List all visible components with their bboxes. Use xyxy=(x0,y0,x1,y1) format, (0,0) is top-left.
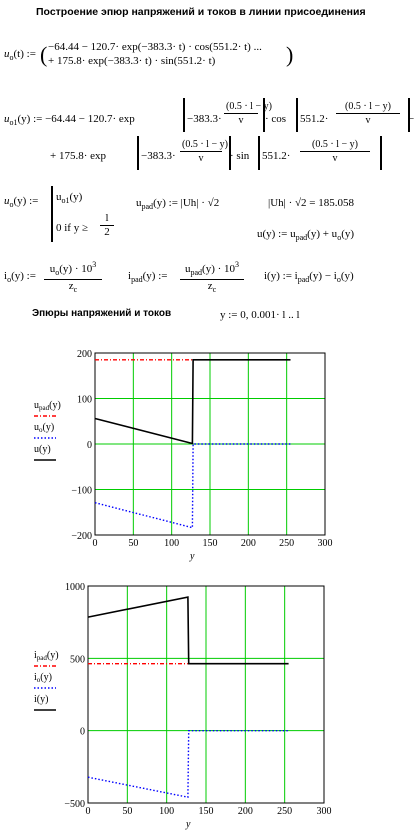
y-tick-label: 0 xyxy=(87,440,92,451)
eq2-line2-arg2: 551.2· xyxy=(262,150,291,162)
eq4-ipad-lhs: ipad(y) := xyxy=(128,270,168,284)
y-tick-label: 500 xyxy=(70,654,85,665)
eq3-upad: upad(y) := |Uh| · √2 xyxy=(136,197,220,211)
eq2-arg2: 551.2· xyxy=(300,113,329,125)
x-tick-label: 300 xyxy=(317,806,332,817)
y-tick-label: 0 xyxy=(80,727,85,738)
eq2-arg1: −383.3· xyxy=(187,113,222,125)
x-tick-label: 250 xyxy=(279,538,294,549)
piecewise-bar xyxy=(51,186,53,242)
x-axis-label: y xyxy=(189,551,195,562)
plot-frame xyxy=(94,352,326,536)
eq2-line2-frac1: (0.5 · l − y) v xyxy=(180,139,228,164)
y-tick-label: 100 xyxy=(77,395,92,406)
y-tick-label: 1000 xyxy=(65,582,85,593)
x-tick-label: 150 xyxy=(199,806,214,817)
y-tick-label: −500 xyxy=(64,799,85,810)
paren-right: ) xyxy=(286,42,294,67)
series-line-1 xyxy=(94,443,291,529)
x-tick-label: 0 xyxy=(93,538,98,549)
legend-label-2: i(y) xyxy=(34,694,48,705)
section-heading: Эпюры напряжений и токов xyxy=(32,308,172,319)
bracket-exp2 xyxy=(137,136,231,170)
series-line-2 xyxy=(87,596,289,665)
chart-current: 0 50 100 150 200 250 30010005000−500yipad(y)io… xyxy=(34,582,332,830)
x-tick-label: 50 xyxy=(122,806,132,817)
eq3-lhs: uo(y) := xyxy=(4,195,39,209)
x-tick-label: 250 xyxy=(277,806,292,817)
eq4-i-def: i(y) := ipad(y) − io(y) xyxy=(264,270,354,284)
bracket-sin xyxy=(258,136,382,170)
paren-left: ( xyxy=(40,42,48,67)
chart-voltage: 0 50 100 150 200 250 300 200 100 0 −100 −200 y upad(y… xyxy=(34,349,333,562)
legend-label-0: upad(y) xyxy=(34,400,61,412)
range-definition: y := 0, 0.001· l .. l xyxy=(220,309,300,321)
eq2-line2-frac2: (0.5 · l − y) v xyxy=(300,138,370,165)
eq3-upad-value: |Uh| · √2 = 185.058 xyxy=(268,197,355,209)
eq2-frac2: (0.5 · l − y) v xyxy=(336,100,400,127)
eq2-line2-exp: + 175.8· exp xyxy=(50,150,106,162)
y-tick-label: −200 xyxy=(71,531,92,542)
x-tick-label: 0 xyxy=(86,806,91,817)
x-tick-label: 100 xyxy=(164,538,179,549)
equation-uo-t-line1: −64.44 − 120.7· exp(−383.3· t) · cos(551… xyxy=(48,41,262,53)
legend-label-1: uo(y) xyxy=(34,422,54,434)
x-tick-label: 200 xyxy=(238,806,253,817)
eq4-io-lhs: io(y) := xyxy=(4,270,36,284)
eq2-tail: − xyxy=(408,113,415,125)
x-tick-label: 100 xyxy=(159,806,174,817)
x-tick-label: 150 xyxy=(203,538,218,549)
series-line-1 xyxy=(87,730,289,799)
x-axis-label: y xyxy=(185,819,191,830)
eq2-cos: · cos xyxy=(265,113,287,125)
eq3-case2-frac: l 2 xyxy=(100,212,114,239)
equation-uo-t-lhs: uo(t) := xyxy=(4,48,36,62)
equation-uo-t-line2: + 175.8· exp(−383.3· t) · sin(551.2· t) xyxy=(48,55,216,67)
legend-label-2: u(y) xyxy=(34,444,51,455)
eq4-io-frac: uo(y) · 103 zc xyxy=(44,258,102,296)
page-title: Построение эпюр напряжений и токов в лин… xyxy=(36,6,366,18)
series-line-2 xyxy=(94,359,291,445)
bracket-cos xyxy=(296,98,410,132)
eq2-frac1: (0.5 · l − y) v xyxy=(224,101,272,126)
bracket-exp xyxy=(183,98,265,132)
eq2-line2-arg1: −383.3· xyxy=(141,150,176,162)
y-tick-label: −100 xyxy=(71,486,92,497)
x-tick-label: 300 xyxy=(318,538,333,549)
eq3-case2: 0 if y ≥ xyxy=(56,222,89,234)
legend-label-0: ipad(y) xyxy=(34,650,59,662)
eq4-ipad-frac: upad(y) · 103 zc xyxy=(180,258,244,296)
y-tick-label: 200 xyxy=(77,349,92,360)
plot-frame xyxy=(87,585,325,804)
legend-label-1: io(y) xyxy=(34,672,52,684)
eq3-case1: uo1(y) xyxy=(56,191,83,205)
x-tick-label: 200 xyxy=(241,538,256,549)
eq3-u-def: u(y) := upad(y) + uo(y) xyxy=(257,228,355,242)
x-tick-label: 50 xyxy=(128,538,138,549)
equation-uo1-lhs: uo1(y) := −64.44 − 120.7· exp xyxy=(4,113,135,127)
eq2-line2-sin: · sin xyxy=(230,150,250,162)
